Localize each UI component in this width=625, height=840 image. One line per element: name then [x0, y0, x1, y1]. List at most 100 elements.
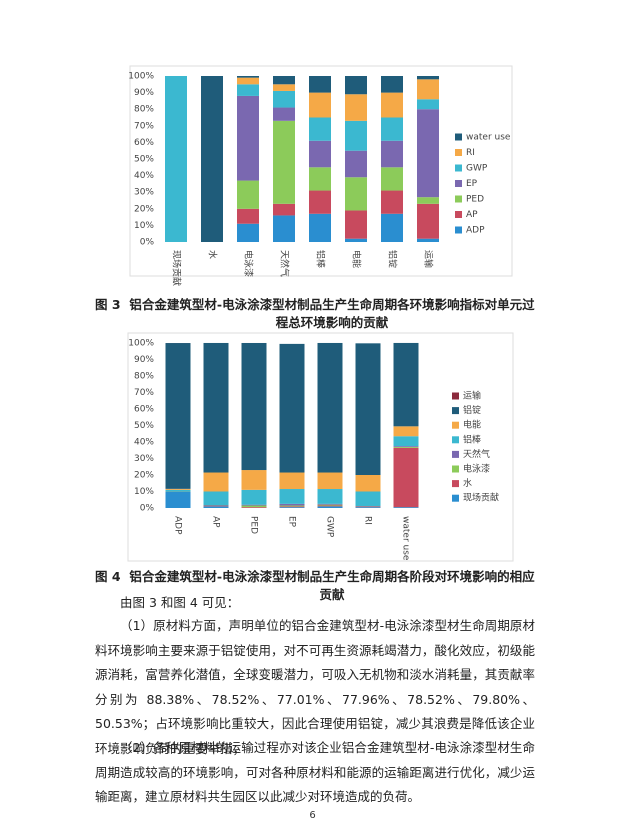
bar-segment — [381, 167, 403, 191]
legend-swatch — [452, 465, 459, 473]
bar-segment — [273, 90, 295, 108]
bar-segment — [417, 197, 439, 204]
bar-segment — [165, 343, 191, 489]
bar-segment — [241, 507, 267, 508]
bar-segment — [279, 472, 305, 490]
legend-label: AP — [466, 210, 478, 220]
chart-frame — [127, 332, 514, 562]
bar-segment — [345, 150, 367, 178]
bar-segment — [381, 190, 403, 214]
x-tick-label: 电泳漆 — [243, 250, 255, 277]
legend-label: 现场贡献 — [463, 492, 499, 504]
y-tick-label: 40% — [134, 438, 154, 448]
y-tick-label: 100% — [128, 339, 154, 349]
caption-text: 铝合金建筑型材-电泳涂漆型材制品生产生命周期各阶段对环境影响的相应贡献 — [129, 569, 535, 602]
legend-swatch — [455, 180, 462, 187]
legend-swatch — [455, 211, 462, 218]
bar-segment — [237, 208, 259, 224]
bar-segment — [355, 343, 381, 475]
bar-segment — [279, 343, 305, 473]
y-tick-label: 10% — [134, 487, 154, 497]
bar-segment — [241, 470, 267, 490]
x-tick-label: AP — [211, 516, 221, 528]
legend-swatch — [452, 450, 459, 458]
bar-segment — [345, 120, 367, 151]
bar-segment — [237, 180, 259, 209]
x-tick-label: 铝锭 — [387, 250, 399, 268]
x-tick-label: 现场贡献 — [171, 250, 183, 286]
y-tick-label: 50% — [134, 155, 154, 165]
y-tick-label: 30% — [134, 188, 154, 198]
caption-text: 铝合金建筑型材-电泳涂漆型材制品生产生命周期各环境影响指标对单元过程总环境影响的… — [129, 297, 535, 330]
y-tick-label: 70% — [134, 388, 154, 398]
bar-segment — [165, 76, 187, 242]
legend-swatch — [452, 407, 459, 415]
legend-label: water use — [466, 133, 511, 143]
legend-swatch — [452, 494, 459, 502]
bar-segment — [241, 489, 267, 505]
legend-label: 电能 — [463, 419, 481, 431]
legend-swatch — [455, 226, 462, 234]
paragraph: （2）各种原材料的运输过程亦对该企业铝合金建筑型材-电泳涂漆型材生命周期造成较高… — [95, 740, 535, 804]
bar-segment — [165, 491, 191, 508]
bar-segment — [309, 167, 331, 191]
y-tick-label: 80% — [134, 372, 154, 382]
legend-label: 运输 — [463, 390, 481, 402]
legend-swatch — [452, 480, 459, 488]
bar-segment — [355, 491, 381, 507]
bar-segment — [309, 190, 331, 214]
bar-segment — [273, 120, 295, 204]
bar-segment — [317, 504, 343, 506]
bar-segment — [417, 79, 439, 100]
x-tick-label: 电能 — [351, 250, 363, 268]
x-tick-label: PED — [249, 516, 259, 534]
x-tick-label: GWP — [325, 516, 335, 538]
charts: 0%10%20%30%40%50%60%70%80%90%100%现场贡献水电泳… — [127, 65, 514, 562]
y-tick-label: 90% — [134, 355, 154, 365]
y-tick-label: 70% — [134, 121, 154, 131]
bar-segment — [309, 140, 331, 168]
chart-frame — [129, 65, 513, 277]
legend-swatch — [455, 195, 462, 203]
bar-segment — [317, 489, 343, 504]
bar-segment — [237, 77, 259, 85]
y-tick-label: 0% — [140, 504, 155, 514]
caption-label: 图 4 — [95, 569, 121, 584]
x-tick-label: 铝棒 — [315, 250, 327, 268]
legend-label: EP — [466, 179, 478, 189]
legend-label: 水 — [463, 477, 472, 489]
bar-segment — [355, 475, 381, 492]
bar-segment — [241, 505, 267, 508]
bar-segment — [381, 76, 403, 93]
x-tick-label: 水 — [207, 250, 219, 259]
bar-segment — [237, 84, 259, 96]
bar-segment — [381, 117, 403, 141]
bar-segment — [355, 506, 381, 508]
x-tick-label: water use — [401, 516, 411, 561]
bar-segment — [279, 489, 305, 504]
y-tick-label: 60% — [134, 138, 154, 148]
bar-segment — [417, 109, 439, 198]
bar-segment — [393, 436, 419, 447]
bar-segment — [237, 223, 259, 242]
bar-segment — [241, 342, 267, 471]
bar-segment — [345, 94, 367, 121]
legend-swatch — [455, 133, 462, 141]
legend-label: 铝棒 — [463, 433, 481, 445]
x-tick-label: 运输 — [423, 250, 435, 268]
bar-segment — [393, 342, 419, 427]
x-tick-label: RI — [363, 516, 373, 525]
bar-segment — [273, 84, 295, 91]
bar-segment — [279, 503, 305, 506]
page-number: 6 — [309, 810, 316, 821]
caption-label: 图 3 — [95, 297, 121, 312]
bar-segment — [273, 107, 295, 121]
bar-segment — [279, 506, 305, 508]
legend-label: GWP — [466, 164, 488, 174]
y-tick-label: 60% — [134, 405, 154, 415]
y-tick-label: 20% — [134, 471, 154, 481]
bar-segment — [317, 505, 343, 507]
legend-label: 天然气 — [463, 448, 490, 460]
legend-swatch — [452, 436, 459, 444]
bar-segment — [203, 505, 229, 507]
